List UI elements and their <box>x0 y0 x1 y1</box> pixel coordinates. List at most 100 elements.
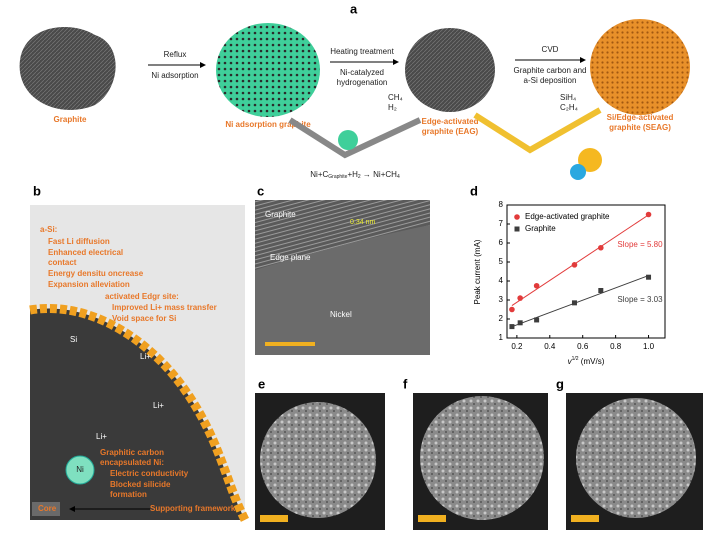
fit-line <box>511 214 649 307</box>
scale-bar <box>260 515 288 522</box>
point <box>533 282 540 289</box>
tem-label: Nickel <box>330 310 352 319</box>
y-tick-label: 2 <box>499 314 504 323</box>
x-tick-label: 0.6 <box>577 342 589 351</box>
tem-label: Graphite <box>265 210 296 219</box>
graphene-sheet <box>288 117 422 159</box>
caption: Si/Edge-activated <box>607 113 674 122</box>
caption: Graphite <box>54 115 87 124</box>
annotation-item: Fast Li diffusion <box>48 237 110 246</box>
x-tick-label: 0.4 <box>544 342 556 351</box>
scale-bar <box>265 342 315 346</box>
step-label: Ni adsorption <box>151 71 198 80</box>
point <box>517 295 523 301</box>
panel-label: b <box>33 183 41 198</box>
si-cluster <box>570 164 586 180</box>
legend-marker <box>514 214 520 220</box>
li-label: Li+ <box>153 401 164 410</box>
y-tick-label: 8 <box>499 200 504 209</box>
annotation-item: Enhanced electrical <box>48 248 123 257</box>
panel-a: a Graphite Reflux Ni adsorption Ni adsor… <box>19 1 690 180</box>
panel-label: g <box>556 376 564 391</box>
framework-label: Supporting framework <box>150 504 236 513</box>
coated-sheet <box>473 107 602 154</box>
gas-label: CH₄ <box>388 93 403 102</box>
nickel-region <box>255 225 430 355</box>
panels-sem: e f g <box>255 376 703 530</box>
caption: Edge-activated <box>422 117 479 126</box>
plot-frame <box>506 204 666 339</box>
y-tick-label: 1 <box>499 333 504 342</box>
panel-label: a <box>350 1 358 16</box>
ni-graphite-particle <box>216 23 320 117</box>
spacing-label: 0.34 nm <box>350 219 375 226</box>
legend-label: Graphite <box>525 224 556 233</box>
panel-b: b Ni a-Si: Fast Li diffusion Enhanced el… <box>29 183 250 523</box>
point <box>598 288 604 293</box>
x-tick-label: 1.0 <box>643 342 655 351</box>
graphite-particle <box>19 27 116 110</box>
panel-label: d <box>470 183 478 198</box>
panel-d: d Peak current (mA) v1/2 (mV/s) 1 2 3 4 5 6 7 8… <box>470 183 666 366</box>
ni-label: Ni <box>76 465 84 474</box>
core-label: Core <box>38 504 57 513</box>
caption: Ni adsorption graphite <box>225 120 311 129</box>
y-tick-label: 5 <box>499 257 504 266</box>
annotation-item: Void space for Si <box>112 314 176 323</box>
x-tick-label: 0.8 <box>610 342 622 351</box>
caption: graphite (SEAG) <box>609 123 671 132</box>
li-label: Li+ <box>96 432 107 441</box>
step-label: a-Si deposition <box>524 76 577 85</box>
step-label: hydrogenation <box>337 78 388 87</box>
gas-label: SiH₄ <box>560 93 576 102</box>
annotation-item: Energy densitu oncrease <box>48 269 144 278</box>
step-label: Graphite carbon and <box>514 66 587 75</box>
sem-particle <box>576 398 696 518</box>
core-tag <box>32 502 60 516</box>
si-layer <box>29 304 250 523</box>
y-tick-label: 7 <box>499 219 504 228</box>
y-tick-label: 6 <box>499 238 504 247</box>
panel-label: f <box>403 376 408 391</box>
x-axis-label: v1/2 (mV/s) <box>568 356 605 366</box>
scale-bar <box>571 515 599 522</box>
si-cluster <box>578 148 602 172</box>
legend-label: Edge-activated graphite <box>525 212 610 221</box>
seag-particle <box>590 19 690 115</box>
y-tick-label: 4 <box>499 276 504 285</box>
y-tick-label: 3 <box>499 295 504 304</box>
si-label: Si <box>70 335 77 344</box>
ni-particle <box>65 455 95 485</box>
caption: graphite (EAG) <box>422 127 479 136</box>
scale-bar <box>418 515 446 522</box>
point <box>509 306 515 313</box>
annotation-item: formation <box>110 490 147 499</box>
annotation-item: Improved Li+ mass transfer <box>112 303 217 312</box>
tem-label: Edge plane <box>270 253 311 262</box>
ni-particle <box>338 130 358 150</box>
point <box>534 317 540 323</box>
annotation-title: Graphitic carbon <box>100 448 164 457</box>
sem-particle <box>260 402 376 518</box>
x-tick-label: 0.2 <box>511 342 523 351</box>
point <box>517 320 523 326</box>
gas-label: C₂H₄ <box>560 103 578 112</box>
step-label: Heating treatment <box>330 47 394 56</box>
eag-particle <box>405 28 495 112</box>
annotation-title: encapsulated Ni: <box>100 458 164 467</box>
legend-marker <box>514 226 520 232</box>
annotation-item: Expansion alleviation <box>48 280 130 289</box>
panel-label: c <box>257 183 264 198</box>
equation: Ni+CGraphite+H2 → Ni+CH4 <box>310 170 400 180</box>
annotation-item: Blocked silicide <box>110 480 171 489</box>
point <box>645 211 652 218</box>
panel-c: c Graphite Edge plane 0.34 nm Nickel <box>255 183 430 355</box>
point <box>598 244 604 251</box>
point <box>646 274 652 280</box>
annotation-item: Electric conductivity <box>110 469 189 478</box>
step-label: Ni-catalyzed <box>340 68 384 77</box>
annotation-item: contact <box>48 258 77 267</box>
li-label: Li+ <box>140 352 151 361</box>
point <box>509 324 515 330</box>
